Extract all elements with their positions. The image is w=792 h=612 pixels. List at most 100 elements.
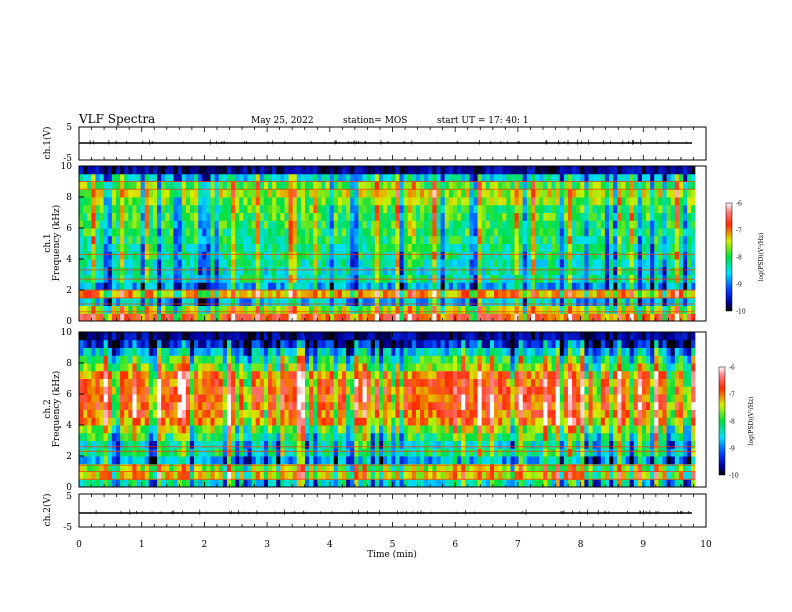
spectrogram-cell (358, 432, 364, 441)
spectrogram-cell (189, 479, 195, 487)
spectrogram-cell (481, 251, 487, 260)
spectrogram-cell (218, 297, 224, 306)
spectrogram-cell (157, 259, 162, 268)
spectrogram-cell (346, 243, 351, 252)
spectrogram-cell (91, 355, 96, 364)
spectrogram-cell (169, 448, 175, 457)
spectrogram-cell (120, 228, 125, 237)
spectrogram-cell (243, 243, 248, 252)
spectrogram-cell (436, 290, 442, 299)
spectrogram-cell (288, 212, 294, 221)
spectrogram-cell (407, 243, 413, 252)
spectrogram-cell (99, 386, 105, 395)
spectrogram-cell (485, 204, 491, 213)
spectrogram-cell (341, 181, 347, 190)
spectrogram-cell (551, 166, 557, 175)
spectrogram-cell (103, 339, 109, 348)
spectrogram-cell (181, 378, 187, 387)
spectrogram-cell (95, 212, 101, 221)
spectrogram-cell (95, 401, 101, 410)
spectrogram-cell (444, 197, 450, 206)
spectrogram-cell (621, 220, 626, 229)
spectrogram-cell (609, 220, 614, 229)
spectrogram-cell (411, 456, 417, 465)
spectrogram-cell (132, 409, 138, 418)
spectrogram-cell (588, 189, 594, 198)
spectrogram-cell (194, 297, 199, 306)
spectrogram-cell (613, 204, 618, 213)
spectrogram-cell (530, 166, 536, 175)
spectrogram-cell (181, 204, 187, 213)
spectrogram-cell (559, 181, 565, 190)
spectrogram-cell (333, 212, 339, 221)
spectrogram-cell (263, 181, 269, 190)
spectrogram-cell (239, 266, 244, 275)
spectrogram-cell (140, 282, 146, 291)
spectrogram-cell (502, 166, 507, 175)
spectrogram-cell (411, 274, 417, 283)
spectrogram-cell (444, 479, 450, 487)
spectrogram-cell (313, 339, 318, 348)
spectrogram-cell (403, 378, 409, 387)
spectrogram-cell (633, 305, 639, 314)
spectrogram-cell (136, 339, 142, 348)
spectrogram-cell (551, 297, 557, 306)
spectrogram-cell (296, 259, 302, 268)
spectrogram-cell (596, 204, 602, 213)
spectrogram-cell (202, 197, 207, 206)
spectrogram-cell (288, 290, 294, 299)
spectrogram-cell (218, 282, 224, 291)
spectrogram-cell (218, 339, 224, 348)
spectrogram-cell (341, 220, 347, 229)
spectrogram-cell (436, 471, 442, 480)
spectrogram-cell (304, 197, 310, 206)
spectrogram-cell (473, 220, 479, 229)
spectrogram-cell (83, 471, 88, 480)
spectrogram-cell (584, 173, 590, 182)
spectrogram-cell (173, 197, 179, 206)
spectrogram-cell (115, 243, 121, 252)
spectrogram-cell (395, 228, 400, 237)
spectrogram-cell (391, 417, 396, 426)
spectrogram-cell (235, 259, 240, 268)
spectrogram-cell (288, 471, 294, 480)
spectrogram-cell (383, 204, 388, 213)
spectrogram-cell (157, 432, 162, 441)
spectrogram-cell (259, 440, 265, 449)
spectrogram-cell (280, 228, 285, 237)
spectrogram-cell (637, 235, 643, 244)
spectrogram-cell (440, 197, 446, 206)
spectrogram-cell (107, 401, 113, 410)
spectrogram-cell (177, 479, 183, 487)
spectrogram-cell (321, 471, 327, 480)
spectrogram-cell (280, 290, 285, 299)
spectrogram-cell (678, 290, 684, 299)
spectrogram-cell (535, 290, 540, 299)
spectrogram-cell (91, 417, 96, 426)
spectrogram-cell (284, 456, 290, 465)
spectrogram-cell (621, 166, 626, 175)
spectrogram-cell (666, 228, 672, 237)
spectrogram-cell (189, 363, 195, 372)
spectrogram-cell (226, 394, 232, 403)
spectrogram-cell (198, 463, 203, 472)
spectrogram-cell (370, 251, 376, 260)
spectrogram-cell (300, 266, 306, 275)
spectrogram-cell (309, 332, 314, 341)
spectrogram-cell (276, 235, 281, 244)
spectrogram-cell (489, 274, 495, 283)
spectrogram-cell (654, 181, 659, 190)
spectrogram-cell (387, 313, 392, 321)
spectrogram-cell (120, 243, 125, 252)
spectrogram-cell (251, 347, 257, 356)
spectrogram-cell (555, 166, 561, 175)
spectrogram-cell (292, 456, 298, 465)
spectrogram-cell (362, 463, 368, 472)
spectrogram-cell (424, 440, 429, 449)
spectrogram-cell (378, 394, 384, 403)
spectrogram-cell (247, 266, 253, 275)
spectrogram-cell (83, 363, 88, 372)
spectrogram-cell (255, 228, 261, 237)
spectrogram-cell (268, 432, 273, 441)
spectrogram-cell (239, 471, 244, 480)
